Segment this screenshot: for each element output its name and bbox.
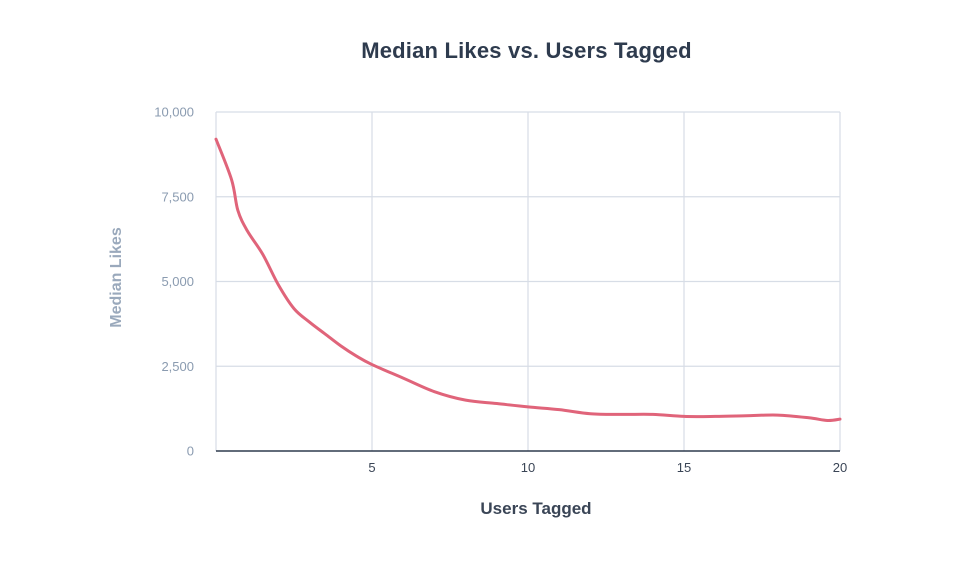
y-axis-ticks: 0 2,500 5,000 7,500 10,000 <box>154 105 194 459</box>
y-tick-label: 10,000 <box>154 105 194 120</box>
x-tick-label: 5 <box>368 460 375 475</box>
chart-title: Median Likes vs. Users Tagged <box>361 38 692 63</box>
x-tick-label: 20 <box>833 460 847 475</box>
x-axis-ticks: 5 10 15 20 <box>368 460 847 475</box>
x-axis-title: Users Tagged <box>480 499 591 518</box>
x-tick-label: 10 <box>521 460 535 475</box>
y-tick-label: 0 <box>187 444 194 459</box>
grid-layer <box>215 111 841 451</box>
x-tick-label: 15 <box>677 460 691 475</box>
y-tick-label: 7,500 <box>161 189 194 204</box>
series-line-median-likes <box>214 137 842 423</box>
y-tick-label: 2,500 <box>161 359 194 374</box>
y-axis-title: Median Likes <box>108 227 125 328</box>
y-tick-label: 5,000 <box>161 274 194 289</box>
